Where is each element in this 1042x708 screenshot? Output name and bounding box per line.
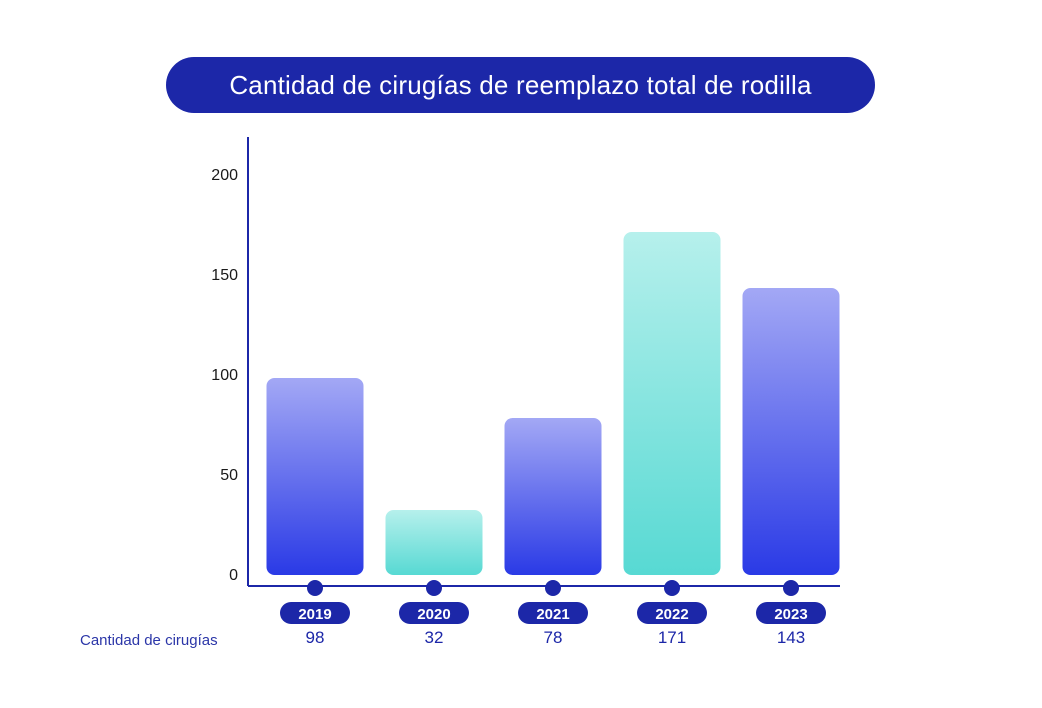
bar-2021 xyxy=(504,418,602,575)
bar-2019 xyxy=(266,378,364,575)
year-pill xyxy=(637,602,707,624)
x-tick-label: 2019 xyxy=(298,606,331,623)
year-pill xyxy=(280,602,350,624)
row-label: Cantidad de cirugías xyxy=(80,632,218,649)
bar-2023 xyxy=(742,288,840,575)
value-label: 98 xyxy=(306,628,325,647)
y-tick-label: 50 xyxy=(220,467,238,484)
x-tick-label: 2023 xyxy=(774,606,807,623)
y-tick-label: 0 xyxy=(229,567,238,584)
x-marker-dot xyxy=(307,580,323,596)
bar-2020 xyxy=(385,510,483,575)
x-marker-dot xyxy=(664,580,680,596)
year-pill xyxy=(399,602,469,624)
x-tick-label: 2022 xyxy=(655,606,688,623)
value-label: 32 xyxy=(425,628,444,647)
year-pill xyxy=(756,602,826,624)
y-tick-label: 150 xyxy=(211,267,238,284)
bar-2022 xyxy=(623,232,721,575)
x-marker-dot xyxy=(426,580,442,596)
chart-title: Cantidad de cirugías de reemplazo total … xyxy=(166,57,875,113)
y-tick-label: 200 xyxy=(211,167,238,184)
x-tick-label: 2020 xyxy=(417,606,450,623)
x-marker-dot xyxy=(783,580,799,596)
value-label: 171 xyxy=(658,628,686,647)
year-pill xyxy=(518,602,588,624)
value-label: 78 xyxy=(544,628,563,647)
y-tick-label: 100 xyxy=(211,367,238,384)
x-marker-dot xyxy=(545,580,561,596)
x-tick-label: 2021 xyxy=(536,606,569,623)
value-label: 143 xyxy=(777,628,805,647)
